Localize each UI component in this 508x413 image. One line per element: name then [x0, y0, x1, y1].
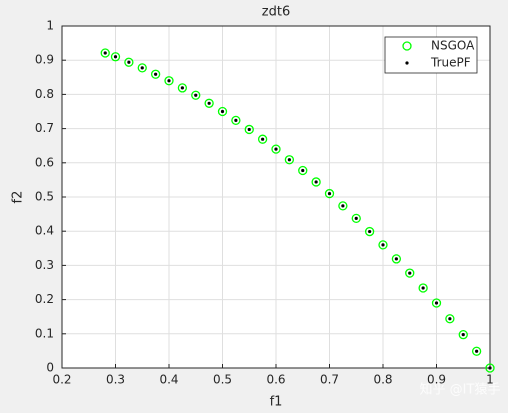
point	[298, 165, 308, 176]
point	[368, 229, 372, 234]
point	[150, 69, 161, 79]
point	[284, 155, 295, 165]
point	[314, 180, 318, 184]
point	[475, 349, 479, 353]
x-tick-label: 0.7	[320, 373, 339, 387]
y-tick-label: 0	[46, 361, 54, 375]
point	[338, 201, 348, 211]
y-tick-label: 0.8	[35, 87, 54, 101]
point	[354, 216, 358, 220]
x-tick-label: 0.3	[106, 373, 125, 387]
point	[217, 106, 228, 117]
point	[485, 363, 495, 373]
point	[287, 158, 291, 162]
watermark: 知乎 @IT猿手	[420, 382, 501, 398]
point	[191, 90, 201, 100]
y-tick-label: 0.9	[35, 53, 54, 67]
point	[127, 60, 131, 64]
point	[247, 127, 251, 132]
point	[341, 204, 345, 208]
point	[207, 101, 211, 105]
point	[124, 57, 134, 67]
point	[405, 268, 415, 278]
point	[113, 55, 118, 59]
point	[274, 147, 278, 151]
point	[180, 86, 184, 90]
point	[364, 226, 375, 237]
legend-marker	[402, 41, 412, 51]
point	[137, 63, 147, 73]
axes-box	[61, 25, 491, 369]
point	[311, 177, 321, 187]
legend-marker	[405, 61, 409, 65]
point	[327, 191, 332, 196]
point	[204, 98, 214, 108]
point	[391, 254, 402, 264]
point	[231, 115, 241, 126]
point	[408, 271, 412, 275]
point	[220, 109, 225, 114]
x-tick-label: 0.9	[427, 373, 446, 387]
legend-label: NSGOA	[431, 39, 475, 53]
point	[421, 286, 425, 290]
point	[448, 317, 452, 321]
point	[301, 168, 305, 173]
point	[261, 137, 265, 141]
legend-label: TruePF	[430, 56, 471, 70]
point	[234, 118, 238, 122]
y-tick-label: 0.3	[35, 258, 54, 272]
y-tick-label: 0.6	[35, 155, 54, 169]
x-tick-label: 1	[486, 373, 494, 387]
y-tick-label: 0.7	[35, 121, 54, 135]
point	[177, 83, 188, 93]
y-tick-label: 1	[46, 19, 54, 33]
point	[445, 314, 455, 324]
legend-box	[384, 36, 478, 74]
point	[324, 188, 335, 199]
point	[194, 93, 198, 97]
y-tick-label: 0.2	[35, 292, 54, 306]
point	[164, 76, 174, 86]
point	[257, 134, 268, 144]
x-tick-label: 0.6	[266, 373, 285, 387]
y-axis-label: f2	[11, 191, 26, 204]
point	[471, 346, 482, 356]
point	[271, 144, 281, 154]
point	[110, 52, 121, 62]
y-tick-label: 0.1	[35, 326, 54, 340]
x-axis-label: f1	[270, 395, 283, 410]
point	[140, 66, 144, 70]
x-tick-label: 0.8	[373, 373, 392, 387]
point	[103, 51, 107, 55]
x-tick-label: 0.2	[52, 373, 71, 387]
point	[381, 243, 385, 247]
point	[351, 213, 361, 224]
y-tick-label: 0.4	[35, 224, 54, 238]
point	[154, 72, 158, 76]
chart-title: zdt6	[262, 5, 290, 20]
point	[458, 330, 468, 340]
point	[100, 48, 110, 58]
point	[418, 283, 428, 293]
point	[378, 240, 388, 250]
y-tick-label: 0.5	[35, 190, 54, 204]
point	[488, 366, 492, 370]
point	[431, 298, 442, 308]
point	[244, 124, 254, 135]
x-tick-label: 0.4	[159, 373, 178, 387]
point	[394, 257, 398, 261]
point	[434, 301, 439, 305]
point	[167, 79, 171, 83]
point	[461, 333, 465, 337]
x-tick-label: 0.5	[213, 373, 232, 387]
